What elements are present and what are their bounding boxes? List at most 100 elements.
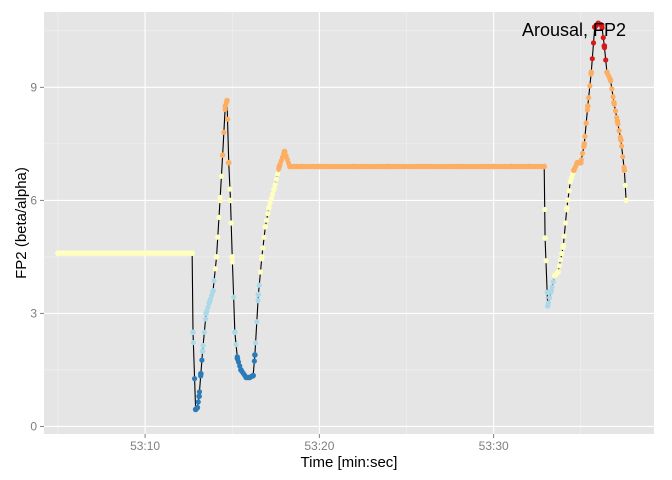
data-point xyxy=(224,97,230,104)
series-sample-point xyxy=(227,186,233,192)
data-point xyxy=(107,250,114,256)
x-tick-label: 53:20 xyxy=(304,439,334,453)
series-sample-point xyxy=(200,342,206,349)
series-sample-point xyxy=(587,83,593,89)
y-tick-label: 9 xyxy=(30,80,37,94)
series-sample-point xyxy=(261,234,267,240)
data-point xyxy=(548,288,554,294)
y-tick-label: 3 xyxy=(30,306,37,320)
series-sample-point xyxy=(257,269,264,275)
series-sample-point xyxy=(556,263,562,269)
data-point xyxy=(229,254,236,260)
x-axis-title: Time [min:sec] xyxy=(301,454,398,471)
data-point xyxy=(598,22,605,28)
y-tick-label: 6 xyxy=(30,193,37,207)
data-point xyxy=(601,43,608,49)
data-point xyxy=(196,393,202,400)
data-point xyxy=(281,148,288,155)
series-sample-point xyxy=(609,86,615,92)
series-sample-point xyxy=(274,171,281,177)
data-point xyxy=(560,242,567,249)
data-point xyxy=(578,159,584,166)
series-sample-point xyxy=(561,233,567,239)
series-sample-point xyxy=(216,214,222,220)
data-point xyxy=(206,299,213,305)
data-point xyxy=(316,163,323,170)
data-point xyxy=(456,163,462,170)
series-sample-point xyxy=(610,94,616,100)
series-sample-point xyxy=(616,128,622,134)
data-point xyxy=(222,103,229,109)
data-point xyxy=(232,329,238,336)
data-point xyxy=(227,197,234,204)
data-point xyxy=(623,197,629,204)
data-point xyxy=(591,24,598,30)
series-sample-point xyxy=(221,129,227,135)
series-sample-point xyxy=(256,282,262,288)
data-point xyxy=(225,159,232,166)
series-sample-point xyxy=(231,294,237,300)
data-point xyxy=(238,367,244,373)
series-sample-point xyxy=(265,210,271,217)
series-sample-point xyxy=(582,133,588,139)
data-point xyxy=(90,250,96,256)
data-point xyxy=(203,310,209,317)
data-point xyxy=(189,250,195,256)
series-sample-point xyxy=(255,298,261,304)
y-axis-title: FP2 (beta/alpha) xyxy=(13,167,30,279)
y-tick-label: 0 xyxy=(30,419,37,433)
series-sample-point xyxy=(557,257,564,263)
series-sample-point xyxy=(589,56,595,62)
series-sample-point xyxy=(228,220,234,226)
series-sample-point xyxy=(254,319,260,325)
data-point xyxy=(604,69,610,76)
data-point xyxy=(525,163,532,170)
data-point xyxy=(252,352,258,358)
data-point xyxy=(584,103,591,109)
series-sample-point xyxy=(263,217,270,223)
series-sample-point xyxy=(202,316,209,322)
data-point xyxy=(588,69,595,76)
series-sample-point xyxy=(579,150,586,156)
x-tick-label: 53:10 xyxy=(130,439,160,453)
series-sample-point xyxy=(224,116,231,122)
data-point xyxy=(266,205,272,211)
series-sample-point xyxy=(252,340,259,346)
data-point xyxy=(55,250,61,256)
data-point xyxy=(255,291,262,298)
series-sample-point xyxy=(209,292,215,298)
data-point xyxy=(490,163,497,170)
data-point xyxy=(194,404,201,411)
series-sample-point xyxy=(195,399,201,405)
series-sample-point xyxy=(218,173,225,179)
data-point xyxy=(564,205,570,211)
data-point xyxy=(259,254,265,260)
series-sample-point xyxy=(191,376,198,382)
series-sample-point xyxy=(583,120,589,126)
data-point xyxy=(555,269,561,275)
data-point xyxy=(611,99,617,106)
data-point xyxy=(571,167,577,174)
series-sample-point xyxy=(190,339,196,346)
y-axis: 0 3 6 9 xyxy=(30,80,44,433)
data-point xyxy=(581,141,588,147)
data-point xyxy=(508,163,514,170)
series-sample-point xyxy=(251,358,257,364)
series-sample-point xyxy=(566,188,572,194)
series-sample-point xyxy=(199,357,205,363)
data-point xyxy=(219,152,226,158)
series-sample-point xyxy=(550,279,556,285)
series-sample-point xyxy=(586,95,592,101)
x-tick-label: 53:30 xyxy=(479,439,509,453)
series-sample-point xyxy=(622,182,628,188)
data-point xyxy=(351,163,358,170)
series-sample-point xyxy=(565,197,571,203)
series-sample-point xyxy=(542,206,548,213)
series-sample-point xyxy=(215,234,221,240)
series-sample-point xyxy=(612,108,619,114)
x-axis: 53:10 53:20 53:30 xyxy=(130,434,509,453)
data-point xyxy=(299,163,305,170)
data-point xyxy=(271,186,277,192)
series-sample-point xyxy=(260,245,266,251)
series-sample-point xyxy=(268,195,275,202)
